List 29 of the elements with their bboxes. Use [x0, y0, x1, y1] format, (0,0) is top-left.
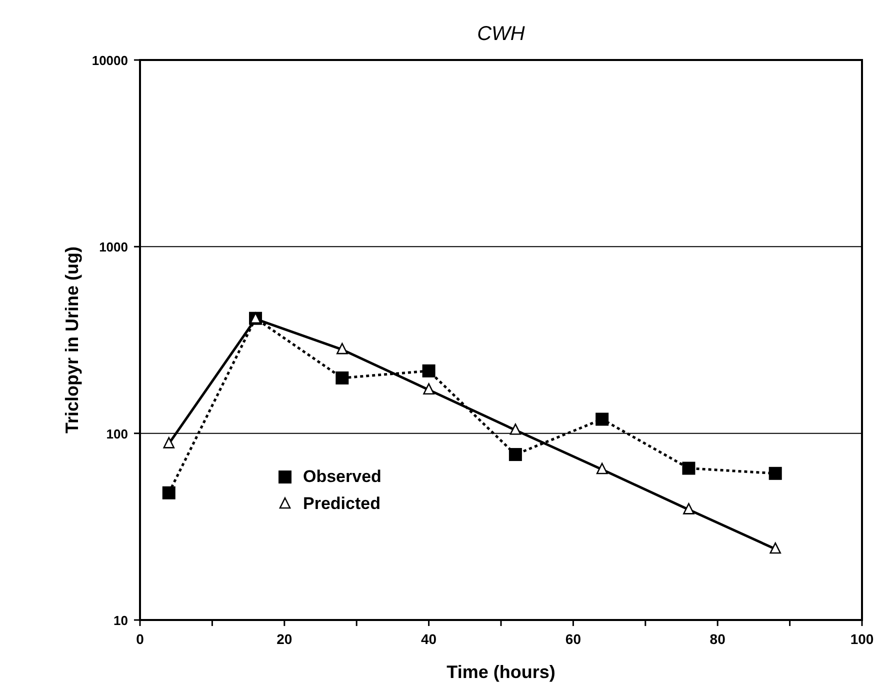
y-tick-label: 10 [114, 613, 128, 628]
point [163, 437, 175, 448]
point [508, 448, 522, 462]
chart-title: CWH [477, 23, 526, 45]
point [770, 542, 782, 554]
y-axis-title: Triclopyr in Urine (ug) [62, 246, 82, 434]
x-tick-label: 20 [276, 631, 292, 647]
point [162, 486, 176, 500]
legend-label: Predicted [303, 494, 380, 513]
point [768, 466, 782, 480]
point [422, 364, 436, 378]
point [596, 412, 609, 426]
point [683, 503, 694, 514]
point [336, 342, 348, 354]
point [682, 462, 696, 475]
y-tick-label: 1000 [99, 240, 128, 255]
x-tick-label: 100 [850, 631, 874, 647]
x-tick-label: 0 [136, 631, 144, 647]
point [423, 383, 434, 394]
x-tick-label: 40 [421, 631, 437, 647]
legend-label: Observed [303, 467, 382, 486]
x-axis-title: Time (hours) [446, 662, 556, 682]
point [336, 371, 349, 384]
x-tick-label: 60 [565, 631, 582, 647]
point [510, 424, 522, 435]
y-tick-label: 100 [106, 426, 128, 442]
x-tick-label: 80 [710, 631, 726, 647]
point [596, 462, 608, 474]
y-tick-label: 10000 [92, 53, 128, 68]
